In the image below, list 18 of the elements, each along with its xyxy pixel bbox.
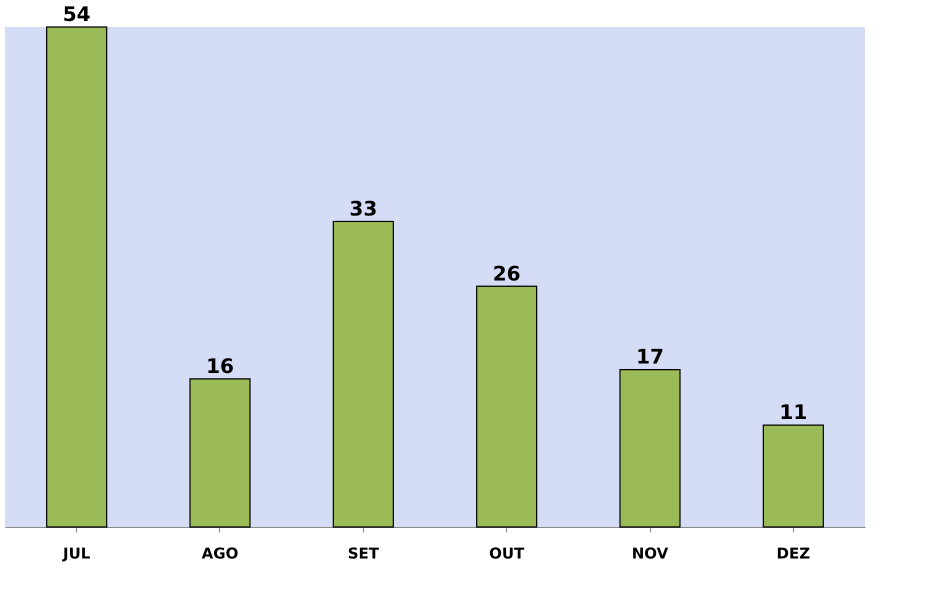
bar (189, 378, 251, 528)
x-tick-label: AGO (202, 544, 238, 562)
x-tick-label: JUL (62, 544, 91, 562)
data-label: 17 (636, 344, 664, 369)
bar (476, 286, 538, 528)
data-label: 26 (492, 261, 521, 286)
x-tick-label: DEZ (776, 544, 810, 562)
x-tick-label: SET (348, 544, 380, 562)
bar (762, 424, 824, 528)
bar (619, 368, 681, 528)
x-tick-label: OUT (489, 544, 526, 562)
data-label: 11 (779, 400, 808, 424)
bar (46, 26, 108, 528)
data-label: 16 (206, 354, 234, 378)
bar (332, 220, 394, 528)
data-label: 33 (349, 196, 378, 220)
data-label: 54 (62, 2, 91, 26)
x-tick-label: NOV (632, 544, 669, 562)
